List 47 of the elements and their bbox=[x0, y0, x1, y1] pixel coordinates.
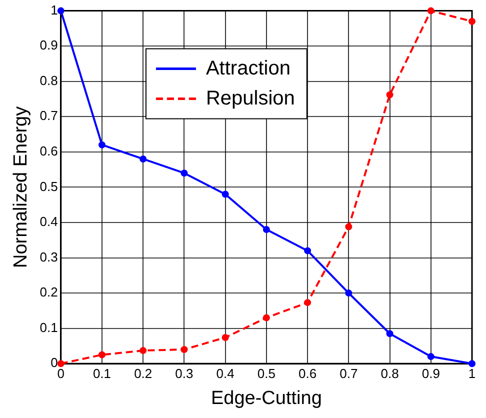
point bbox=[222, 190, 229, 198]
point bbox=[98, 141, 106, 148]
point bbox=[57, 7, 64, 14]
x-tick-label: 0.3 bbox=[175, 366, 194, 381]
x-axis-title: Edge-Cutting bbox=[210, 388, 322, 409]
point bbox=[427, 353, 434, 360]
point bbox=[468, 360, 476, 368]
point bbox=[180, 346, 188, 353]
y-tick-label: 0.7 bbox=[40, 108, 58, 124]
point bbox=[140, 155, 147, 162]
x-tick-label: 1 bbox=[468, 366, 476, 381]
x-tick-label: 0.2 bbox=[134, 366, 152, 381]
point bbox=[57, 360, 64, 368]
point bbox=[180, 170, 188, 177]
point bbox=[345, 223, 352, 230]
point bbox=[222, 334, 229, 341]
y-tick-label: 1 bbox=[50, 2, 58, 18]
point bbox=[262, 226, 270, 234]
point bbox=[468, 18, 476, 25]
y-tick-label: 0 bbox=[50, 355, 58, 370]
x-tick-label: 0.8 bbox=[380, 366, 399, 381]
y-tick-label: 0.8 bbox=[40, 72, 58, 88]
x-tick-label: 0.4 bbox=[216, 366, 234, 381]
x-tick-label: 0.5 bbox=[257, 366, 276, 381]
legend-label: Repulsion bbox=[206, 87, 295, 110]
point bbox=[386, 91, 394, 98]
point bbox=[427, 7, 434, 14]
point bbox=[386, 330, 394, 338]
x-tick-label: 0.7 bbox=[340, 366, 358, 381]
y-tick-label: 0.4 bbox=[40, 214, 58, 230]
y-axis-title: Normalized Energy bbox=[10, 106, 32, 268]
y-tick-label: 0.6 bbox=[40, 144, 58, 158]
y-tick-label: 0.9 bbox=[40, 38, 58, 53]
y-tick-label: 0.3 bbox=[40, 249, 58, 264]
point bbox=[304, 299, 312, 306]
point bbox=[304, 247, 312, 254]
point bbox=[345, 290, 352, 297]
point bbox=[98, 351, 106, 358]
x-tick-label: 0.1 bbox=[92, 366, 112, 381]
y-tick-label: 0.1 bbox=[40, 320, 58, 335]
x-tick-label: 0.9 bbox=[422, 366, 440, 381]
y-tick-label: 0.5 bbox=[40, 178, 58, 194]
point bbox=[140, 347, 147, 354]
point bbox=[262, 314, 270, 322]
legend-label: Attraction bbox=[206, 57, 290, 80]
y-tick-label: 0.2 bbox=[40, 284, 58, 300]
x-tick-label: 0.6 bbox=[298, 366, 317, 381]
